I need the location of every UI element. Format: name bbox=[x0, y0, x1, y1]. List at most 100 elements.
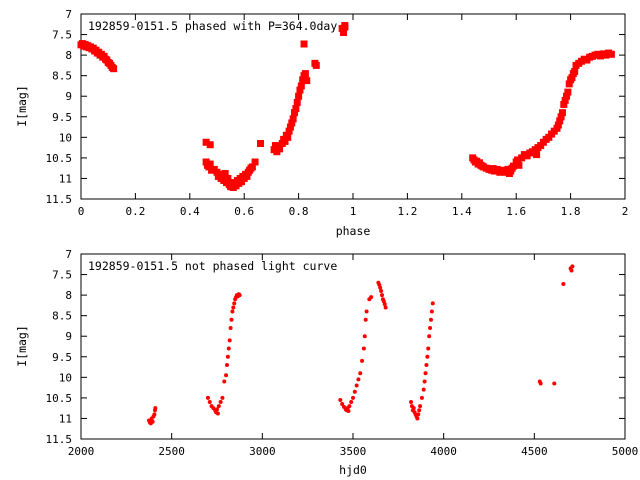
unphased-y-tick-label: 7.5 bbox=[52, 269, 72, 282]
phased-x-tick-label: 1 bbox=[350, 205, 357, 218]
phased-x-tick-label: 0 bbox=[78, 205, 85, 218]
unphased-data-point bbox=[152, 412, 157, 417]
unphased-data-point bbox=[415, 416, 420, 421]
phased-data-point bbox=[286, 123, 294, 131]
unphased-data-point bbox=[231, 305, 236, 310]
phased-x-axis-title: phase bbox=[336, 224, 371, 238]
unphased-data-point bbox=[216, 404, 221, 409]
phased-data-point bbox=[276, 145, 284, 153]
unphased-x-tick-label: 4000 bbox=[430, 445, 457, 458]
phased-title: 192859-0151.5 phased with P=364.0day bbox=[88, 19, 337, 33]
phased-data-point bbox=[295, 92, 303, 100]
phased-y-axis-title: I[mag] bbox=[15, 85, 29, 127]
unphased-y-tick-label: 11 bbox=[59, 412, 72, 425]
phased-plot-frame bbox=[80, 13, 626, 200]
unphased-data-point bbox=[416, 412, 421, 417]
unphased-x-tick-label: 3000 bbox=[249, 445, 276, 458]
unphased-data-point bbox=[427, 334, 432, 339]
unphased-y-tick-label: 8 bbox=[65, 289, 72, 302]
phased-data-point bbox=[556, 117, 564, 125]
phased-data-point bbox=[206, 141, 214, 149]
phased-y-tick-label: 11.5 bbox=[46, 193, 73, 206]
unphased-data-point bbox=[363, 317, 368, 322]
phased-data-point bbox=[291, 109, 299, 117]
phased-data-point bbox=[285, 127, 293, 135]
unphased-data-point bbox=[428, 326, 433, 330]
unphased-data-point bbox=[422, 379, 427, 384]
unphased-data-point bbox=[570, 264, 575, 269]
unphased-data-point bbox=[232, 301, 237, 306]
phased-y-tick-label: 8.5 bbox=[52, 70, 72, 83]
unphased-data-point bbox=[207, 400, 212, 404]
unphased-data-point bbox=[428, 317, 433, 322]
unphased-data-point bbox=[426, 346, 431, 351]
phased-data-point bbox=[533, 151, 541, 159]
unphased-data-point bbox=[358, 371, 363, 376]
unphased-data-point bbox=[411, 406, 416, 411]
phased-data-point bbox=[312, 61, 320, 69]
phased-x-tick-label: 1.2 bbox=[397, 205, 417, 218]
phased-data-point bbox=[557, 113, 565, 121]
unphased-data-point bbox=[538, 381, 543, 386]
unphased-data-point bbox=[383, 305, 388, 310]
unphased-data-point bbox=[228, 326, 233, 330]
unphased-x-tick-label: 3500 bbox=[340, 445, 367, 458]
phased-data-point bbox=[248, 163, 256, 171]
phased-data-point bbox=[560, 100, 568, 108]
unphased-data-point bbox=[237, 293, 242, 298]
phased-data-points bbox=[77, 22, 615, 191]
unphased-y-tick-label: 10 bbox=[59, 371, 72, 384]
unphased-y-axis-title: I[mag] bbox=[15, 325, 29, 367]
phased-data-point bbox=[339, 29, 347, 36]
unphased-data-point bbox=[346, 409, 351, 414]
unphased-data-point bbox=[364, 309, 369, 314]
phased-x-tick-label: 0.2 bbox=[125, 205, 145, 218]
phased-x-tick-label: 1.6 bbox=[506, 205, 526, 218]
unphased-data-point bbox=[225, 354, 230, 359]
phased-axis-ticks: 0 0.2 0.4 0.6 0.8 1 1.2 1.4 1.6 1.8 2 7 7.5 8 8.5 9 9.5 1… bbox=[46, 8, 629, 218]
unphased-plot-frame bbox=[80, 253, 626, 440]
unphased-data-point bbox=[561, 282, 566, 287]
phased-y-tick-label: 9 bbox=[65, 90, 72, 103]
unphased-data-point bbox=[552, 381, 557, 386]
phased-x-tick-label: 0.4 bbox=[180, 205, 200, 218]
unphased-data-point bbox=[352, 389, 357, 394]
unphased-data-point bbox=[349, 400, 354, 404]
unphased-x-tick-label: 4500 bbox=[521, 445, 548, 458]
unphased-data-point bbox=[380, 293, 385, 298]
unphased-data-point bbox=[351, 395, 355, 400]
unphased-data-point bbox=[378, 285, 383, 290]
unphased-data-point bbox=[218, 400, 223, 404]
unphased-y-tick-label: 9 bbox=[65, 330, 72, 343]
unphased-data-point bbox=[424, 363, 429, 367]
unphased-data-point bbox=[369, 295, 374, 300]
phased-data-point bbox=[110, 65, 118, 73]
phased-data-point bbox=[514, 156, 522, 164]
unphased-data-point bbox=[227, 338, 232, 343]
phased-data-point bbox=[292, 105, 300, 113]
phased-data-point bbox=[221, 170, 229, 178]
unphased-y-tick-label: 11.5 bbox=[46, 433, 73, 446]
unphased-x-tick-label: 5000 bbox=[612, 445, 639, 458]
phased-y-tick-label: 8 bbox=[65, 49, 72, 62]
unphased-x-axis-title: hjd0 bbox=[339, 463, 367, 477]
phased-data-point bbox=[293, 98, 301, 106]
unphased-y-tick-label: 8.5 bbox=[52, 310, 72, 323]
unphased-data-point bbox=[222, 379, 227, 384]
unphased-title: 192859-0151.5 not phased light curve bbox=[88, 259, 337, 273]
phased-data-point bbox=[571, 68, 579, 76]
unphased-y-tick-label: 9.5 bbox=[52, 351, 72, 364]
unphased-data-points bbox=[147, 264, 575, 426]
phased-y-tick-label: 9.5 bbox=[52, 111, 72, 124]
unphased-data-point bbox=[423, 371, 428, 376]
unphased-data-point bbox=[347, 404, 352, 409]
unphased-data-point bbox=[153, 406, 158, 411]
phased-data-point bbox=[515, 161, 523, 169]
unphased-data-point bbox=[220, 395, 225, 400]
phased-data-point bbox=[299, 76, 307, 84]
phased-data-point bbox=[288, 119, 296, 127]
phased-x-tick-label: 0.8 bbox=[289, 205, 309, 218]
unphased-data-point bbox=[356, 377, 361, 382]
unphased-data-point bbox=[224, 363, 229, 367]
